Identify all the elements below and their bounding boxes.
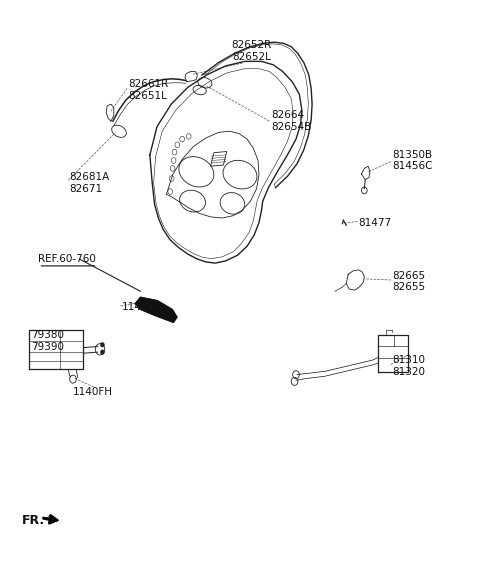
Text: 82652R
82652L: 82652R 82652L (232, 40, 272, 62)
Text: 81477: 81477 (359, 217, 392, 228)
Circle shape (100, 343, 104, 347)
Text: 82661R
82651L: 82661R 82651L (129, 79, 169, 101)
Text: 81310
81320: 81310 81320 (392, 356, 425, 377)
Text: REF.60-760: REF.60-760 (38, 254, 96, 264)
Text: 82681A
82671: 82681A 82671 (69, 172, 109, 194)
Polygon shape (135, 297, 178, 323)
Text: 79380
79390: 79380 79390 (31, 330, 64, 352)
Text: 82664
82654B: 82664 82654B (271, 110, 311, 132)
Text: 81350B
81456C: 81350B 81456C (392, 150, 432, 171)
Text: FR.: FR. (22, 513, 45, 526)
Text: 1140DJ: 1140DJ (121, 302, 159, 312)
Text: 1140FH: 1140FH (73, 386, 113, 397)
Circle shape (100, 350, 104, 354)
Text: 82665
82655: 82665 82655 (392, 271, 425, 292)
